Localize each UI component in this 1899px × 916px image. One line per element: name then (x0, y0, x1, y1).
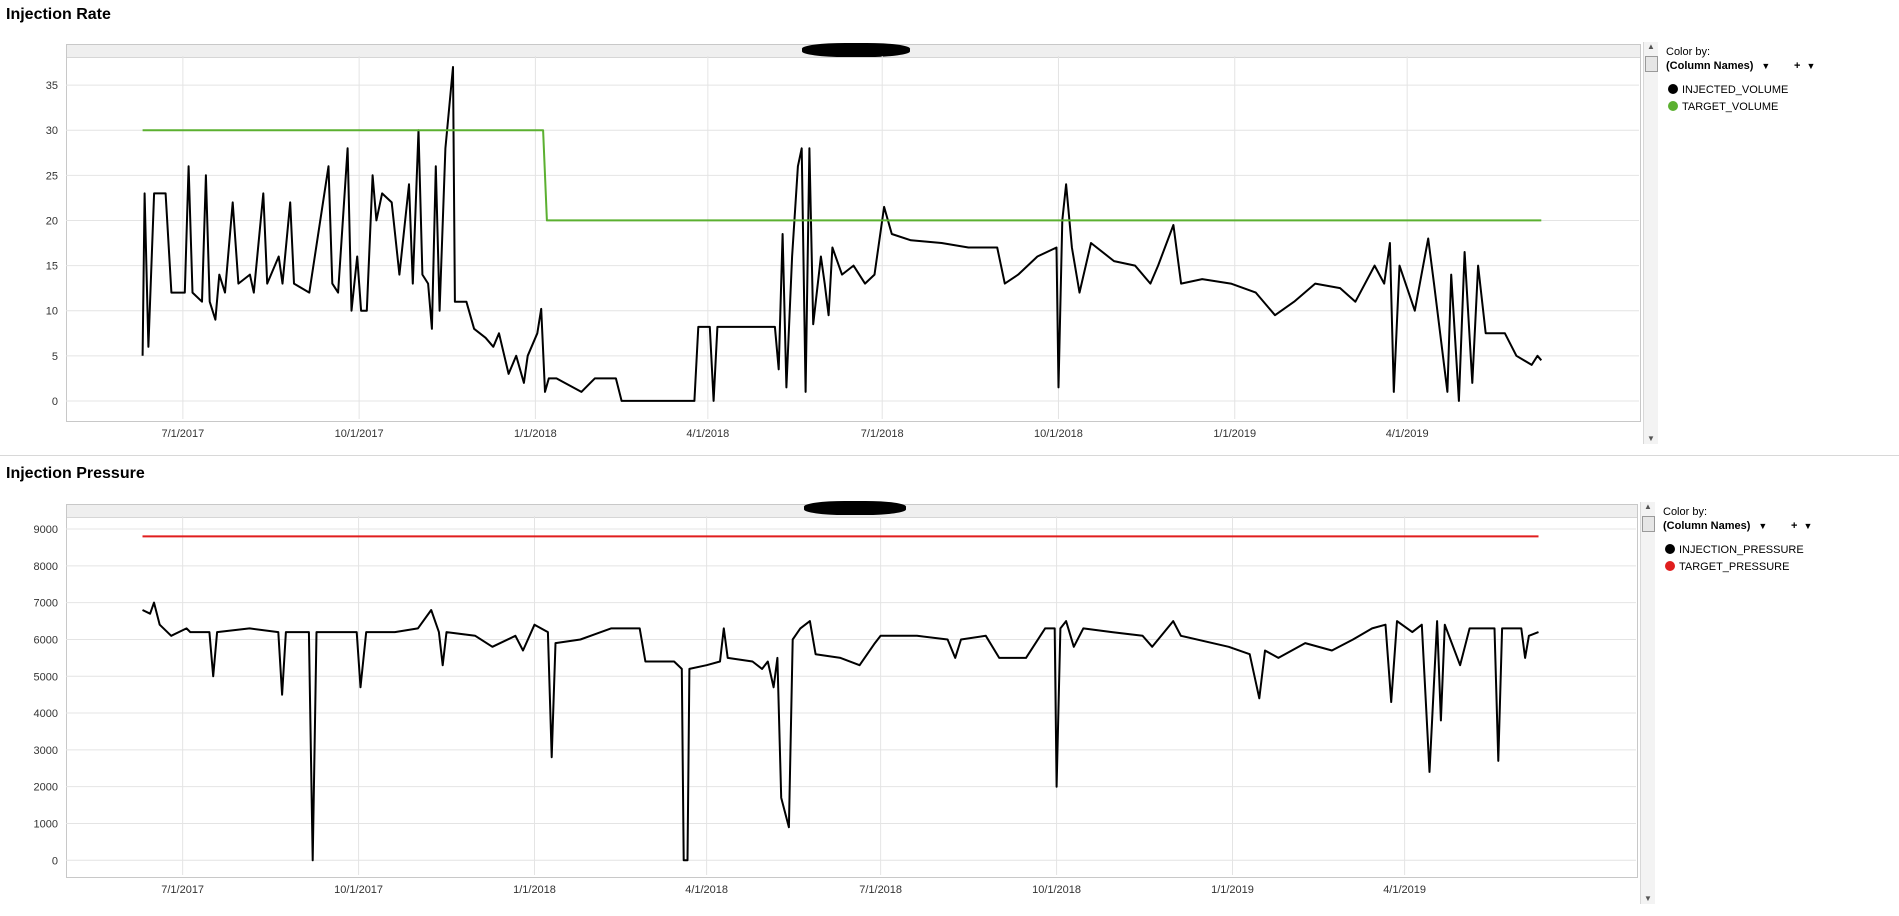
x-tick-label: 10/1/2017 (334, 884, 383, 896)
scroll-up-arrow-icon[interactable]: ▲ (1647, 42, 1655, 51)
panel-divider (0, 455, 1899, 456)
scroll-thumb[interactable] (1642, 516, 1655, 532)
legend-item-injection-pressure[interactable]: INJECTION_PRESSURE (1665, 544, 1804, 556)
plus-icon: + (1794, 60, 1801, 72)
plus-icon: + (1791, 520, 1798, 532)
y-tick-label: 5000 (34, 671, 58, 683)
y-tick-label: 1000 (34, 818, 58, 830)
redacted-label (802, 43, 910, 57)
redacted-label (804, 501, 906, 515)
legend-dot-icon (1668, 101, 1678, 111)
chevron-down-icon[interactable]: ▼ (1806, 61, 1816, 71)
scroll-up-arrow-icon[interactable]: ▲ (1644, 502, 1652, 511)
panel-title: Injection Pressure (6, 465, 145, 482)
color-by-value: (Column Names) (1663, 520, 1751, 532)
y-tick-label: 0 (52, 855, 58, 867)
x-tick-label: 7/1/2018 (859, 884, 902, 896)
legend-panel: Color by: (Column Names) ▼ + ▼ INJECTION_P… (1663, 506, 1888, 586)
chevron-down-icon[interactable]: ▼ (1758, 521, 1768, 531)
legend-label: INJECTION_PRESSURE (1679, 544, 1804, 556)
x-tick-label: 4/1/2019 (1383, 884, 1426, 896)
add-color-rule-button[interactable]: + ▼ (1794, 60, 1815, 72)
plot-area-frame (66, 43, 1641, 422)
panel-injection-rate: Injection Rate 0 5 10 15 20 25 30 35 7/1/2017 10/… (0, 0, 1899, 455)
legend-item-target-volume[interactable]: TARGET_VOLUME (1668, 101, 1778, 113)
legend-scrollbar[interactable]: ▲ ▼ (1643, 42, 1658, 444)
y-tick-label: 6000 (34, 634, 58, 646)
x-tick-label: 10/1/2017 (335, 428, 384, 440)
legend-label: TARGET_VOLUME (1682, 101, 1779, 113)
y-tick-label: 35 (46, 80, 58, 92)
legend-item-target-pressure[interactable]: TARGET_PRESSURE (1665, 561, 1789, 573)
y-tick-label: 4000 (34, 708, 58, 720)
y-tick-label: 8000 (34, 561, 58, 573)
legend-panel: Color by: (Column Names) ▼ + ▼ INJECTED_VO… (1666, 46, 1891, 126)
y-tick-label: 2000 (34, 782, 58, 794)
chevron-down-icon[interactable]: ▼ (1761, 61, 1771, 71)
y-tick-label: 3000 (34, 745, 58, 757)
color-by-selector[interactable]: (Column Names) ▼ (1663, 520, 1767, 532)
legend-scrollbar[interactable]: ▲ ▼ (1640, 502, 1655, 904)
legend-dot-icon (1668, 84, 1678, 94)
panel-injection-pressure: Injection Pressure 0 1000 2000 3000 4000 5000… (0, 456, 1899, 916)
scroll-down-arrow-icon[interactable]: ▼ (1644, 894, 1652, 903)
y-tick-label: 30 (46, 125, 58, 137)
injection-rate-chart: 0 5 10 15 20 25 30 35 7/1/2017 10/1/2017 1/1/2018 4… (46, 56, 1639, 440)
y-tick-label: 10 (46, 306, 58, 318)
scroll-down-arrow-icon[interactable]: ▼ (1647, 434, 1655, 443)
color-by-label: Color by: (1663, 506, 1708, 518)
legend-dot-icon (1665, 544, 1675, 554)
color-by-selector[interactable]: (Column Names) ▼ (1666, 60, 1770, 72)
legend-label: INJECTED_VOLUME (1682, 84, 1789, 96)
series-line-injection-pressure[interactable] (142, 601, 1539, 862)
x-tick-label: 1/1/2019 (1213, 428, 1256, 440)
x-tick-label: 1/1/2018 (514, 428, 557, 440)
y-tick-label: 7000 (34, 598, 58, 610)
x-tick-label: 7/1/2017 (161, 428, 204, 440)
gridlines (66, 56, 1639, 419)
series-line-target-volume[interactable] (142, 129, 1542, 222)
x-tick-label: 4/1/2018 (686, 428, 729, 440)
chevron-down-icon[interactable]: ▼ (1803, 521, 1813, 531)
color-by-value: (Column Names) (1666, 60, 1754, 72)
x-tick-label: 1/1/2018 (513, 884, 556, 896)
add-color-rule-button[interactable]: + ▼ (1791, 520, 1812, 532)
x-tick-label: 10/1/2018 (1034, 428, 1083, 440)
x-tick-label: 1/1/2019 (1211, 884, 1254, 896)
y-tick-label: 5 (52, 351, 58, 363)
legend-dot-icon (1665, 561, 1675, 571)
legend-item-injected-volume[interactable]: INJECTED_VOLUME (1668, 84, 1788, 96)
panel-title: Injection Rate (6, 6, 111, 23)
x-tick-label: 10/1/2018 (1032, 884, 1081, 896)
legend-label: TARGET_PRESSURE (1679, 561, 1790, 573)
y-tick-label: 20 (46, 215, 58, 227)
x-tick-label: 7/1/2018 (861, 428, 904, 440)
injection-pressure-chart: 0 1000 2000 3000 4000 5000 6000 7000 8000 9000 7/1… (34, 516, 1636, 896)
y-tick-label: 25 (46, 170, 58, 182)
x-tick-label: 7/1/2017 (161, 884, 204, 896)
color-by-label: Color by: (1666, 46, 1711, 58)
series-line-injected-volume[interactable] (141, 66, 1543, 402)
scroll-thumb[interactable] (1645, 56, 1658, 72)
gridlines (66, 516, 1636, 875)
y-tick-label: 0 (52, 396, 58, 408)
y-tick-label: 15 (46, 261, 58, 273)
y-tick-label: 9000 (34, 524, 58, 536)
x-tick-label: 4/1/2018 (685, 884, 728, 896)
x-tick-label: 4/1/2019 (1386, 428, 1429, 440)
